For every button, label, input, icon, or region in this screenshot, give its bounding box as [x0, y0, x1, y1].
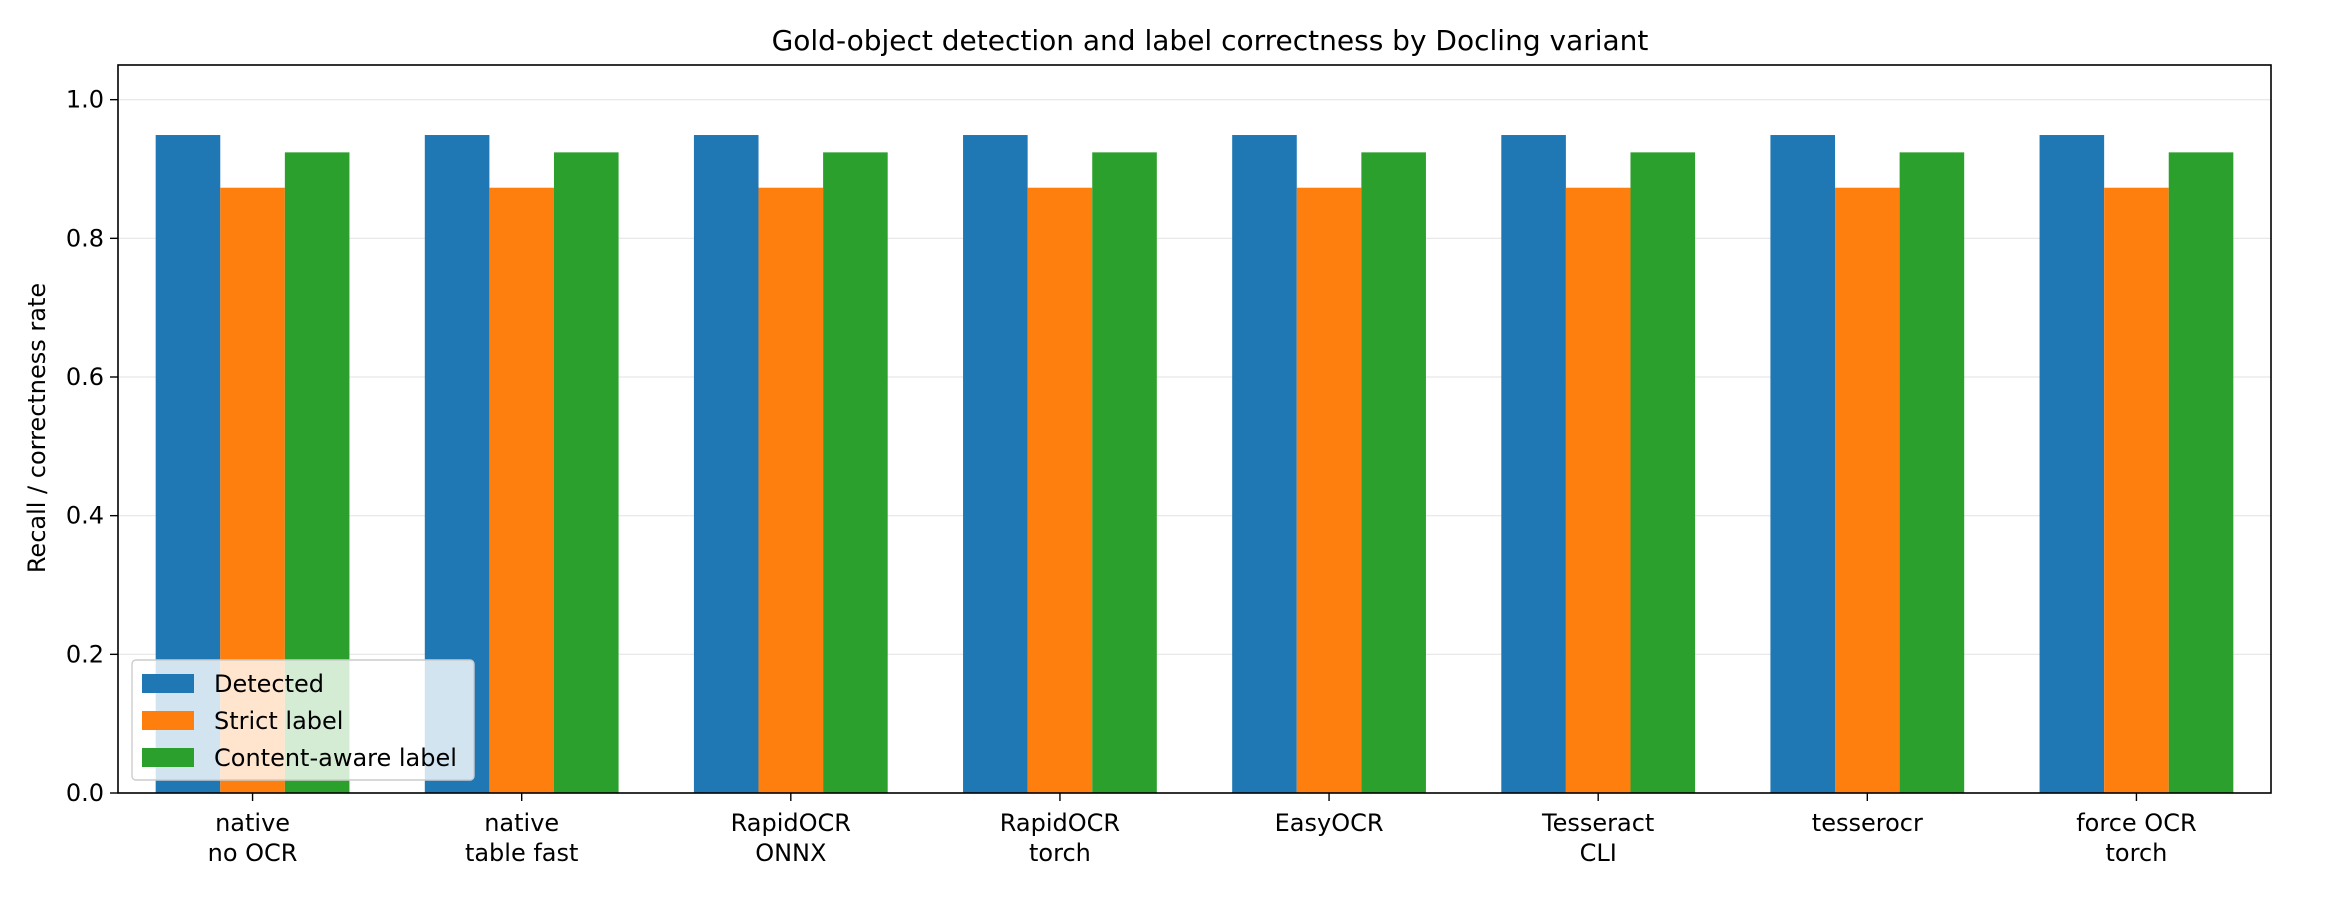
x-tick-label-line: torch	[1029, 839, 1091, 867]
y-axis-ticks: 0.0 0.2 0.4 0.6 0.8 1.0	[66, 86, 118, 807]
bar	[1027, 187, 1093, 794]
x-tick-label: Tesseract CLI	[1541, 809, 1654, 867]
x-tick-label-line: EasyOCR	[1275, 809, 1384, 837]
legend-swatch	[142, 711, 194, 730]
x-tick-label-line: RapidOCR	[731, 809, 851, 837]
bar	[489, 187, 554, 794]
bar	[1296, 187, 1362, 794]
x-tick-label: EasyOCR	[1275, 809, 1384, 837]
x-tick-label-line: native	[215, 809, 290, 837]
bar	[758, 187, 824, 794]
y-tick-label: 0.8	[66, 224, 104, 252]
x-tick-label: native no OCR	[208, 809, 298, 867]
bar	[1835, 187, 1900, 794]
y-tick-label: 1.0	[66, 86, 104, 114]
x-tick-label-line: tesserocr	[1812, 809, 1923, 837]
bar	[553, 152, 619, 794]
bar	[1770, 135, 1836, 793]
x-tick-label-line: force OCR	[2076, 809, 2196, 837]
bar	[1361, 152, 1426, 794]
bar	[1501, 135, 1566, 793]
bar	[2104, 187, 2169, 794]
bar	[693, 135, 759, 793]
x-tick-label-line: Tesseract	[1541, 809, 1654, 837]
y-axis-label: Recall / correctness rate	[23, 283, 51, 573]
x-tick-label: RapidOCR ONNX	[731, 809, 851, 867]
legend-box	[131, 659, 475, 781]
x-tick-label-line: no OCR	[208, 839, 298, 867]
x-tick-label-line: ONNX	[755, 839, 826, 867]
bar	[1630, 152, 1696, 794]
chart-title: Gold-object detection and label correctn…	[772, 24, 1649, 57]
bar	[1899, 152, 1965, 794]
x-tick-label-line: torch	[2106, 839, 2168, 867]
bar	[823, 152, 888, 794]
x-tick-label: tesserocr	[1812, 809, 1923, 837]
bar	[1232, 135, 1297, 793]
x-tick-label-line: native	[484, 809, 559, 837]
x-tick-label: native table fast	[465, 809, 578, 867]
x-tick-label-line: table fast	[465, 839, 578, 867]
x-tick-label-line: CLI	[1580, 839, 1617, 867]
legend-label: Content-aware label	[214, 744, 457, 772]
bar	[2168, 152, 2234, 794]
y-tick-label: 0.4	[66, 502, 104, 530]
y-tick-label: 0.6	[66, 363, 104, 391]
bar	[2039, 135, 2105, 793]
legend-swatch	[142, 748, 194, 767]
bar	[963, 135, 1028, 793]
x-tick-label-line: RapidOCR	[1000, 809, 1120, 837]
legend-label: Detected	[214, 670, 324, 698]
legend: Detected Strict label Content-aware label	[131, 659, 475, 781]
legend-swatch	[142, 674, 194, 693]
legend-label: Strict label	[214, 707, 343, 735]
bar	[1565, 187, 1631, 794]
plot-frame	[117, 64, 2272, 794]
y-tick-label: 0.0	[66, 779, 104, 807]
bar	[1092, 152, 1157, 794]
x-tick-label: RapidOCR torch	[1000, 809, 1120, 867]
x-tick-label: force OCR torch	[2076, 809, 2196, 867]
y-tick-label: 0.2	[66, 640, 104, 668]
